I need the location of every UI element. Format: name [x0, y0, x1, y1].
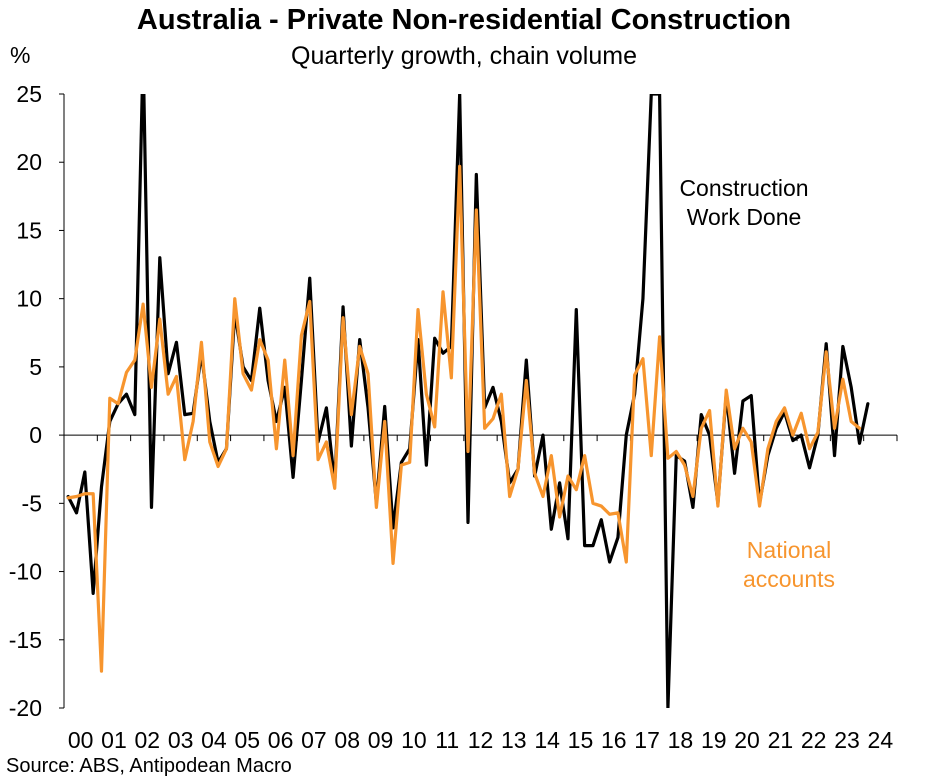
y-tick-label: 25 — [16, 81, 42, 107]
y-tick-label: 5 — [29, 354, 42, 380]
x-tick-label: 19 — [701, 727, 727, 753]
x-tick-label: 16 — [601, 727, 627, 753]
x-tick-label: 08 — [334, 727, 360, 753]
source-note: Source: ABS, Antipodean Macro — [6, 755, 292, 777]
x-tick-label: 18 — [668, 727, 694, 753]
construction-work-done-line — [66, 94, 870, 708]
x-tick-label: 04 — [201, 727, 227, 753]
chart-subtitle: Quarterly growth, chain volume — [291, 42, 637, 70]
national-accounts-line — [66, 164, 862, 673]
y-tick-label: 0 — [29, 422, 42, 448]
y-tick-label: 10 — [16, 286, 42, 312]
y-tick-label: 20 — [16, 149, 42, 175]
x-tick-label: 05 — [234, 727, 260, 753]
y-tick-label: -5 — [22, 490, 42, 516]
x-tick-label: 06 — [268, 727, 294, 753]
x-tick-label: 15 — [568, 727, 594, 753]
x-tick-label: 10 — [401, 727, 427, 753]
national-accounts-series-label: accounts — [743, 566, 835, 592]
y-tick-label: -20 — [9, 695, 42, 721]
x-tick-label: 07 — [301, 727, 327, 753]
y-tick-label: -15 — [9, 627, 42, 653]
chart-title: Australia - Private Non-residential Cons… — [136, 4, 792, 36]
construction-series-label: Construction — [679, 175, 808, 201]
y-tick-label: 15 — [16, 217, 42, 243]
construction-series-label: Work Done — [687, 204, 802, 230]
x-tick-label: 21 — [768, 727, 794, 753]
x-tick-label: 22 — [801, 727, 827, 753]
x-tick-label: 01 — [101, 727, 127, 753]
x-tick-label: 23 — [834, 727, 860, 753]
y-axis-unit-label: % — [10, 42, 31, 68]
x-tick-label: 17 — [634, 727, 660, 753]
x-tick-label: 13 — [501, 727, 527, 753]
x-tick-label: 24 — [868, 727, 894, 753]
national-accounts-series-label: National — [747, 537, 831, 563]
x-tick-label: 00 — [68, 727, 94, 753]
x-tick-label: 09 — [368, 727, 394, 753]
y-tick-label: -10 — [9, 559, 42, 585]
x-tick-label: 14 — [534, 727, 560, 753]
x-tick-label: 03 — [168, 727, 194, 753]
x-tick-label: 02 — [135, 727, 161, 753]
x-tick-label: 11 — [435, 727, 459, 753]
x-tick-label: 12 — [468, 727, 494, 753]
x-tick-label: 20 — [734, 727, 760, 753]
